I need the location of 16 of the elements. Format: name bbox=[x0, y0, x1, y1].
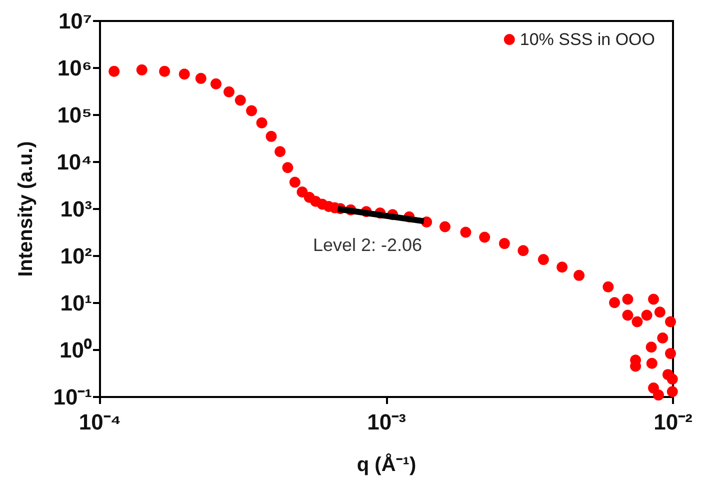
annotation: Level 2: -2.06 bbox=[313, 235, 422, 255]
y-tick-label: 10⁶ bbox=[57, 56, 92, 80]
x-tick-label: 10⁻² bbox=[654, 410, 692, 434]
y-axis-title: Intensity (a.u.) bbox=[15, 141, 37, 277]
y-tick-label: 10⁻¹ bbox=[53, 384, 92, 410]
y-tick-label: 10⁷ bbox=[58, 8, 92, 34]
y-tick-label: 10² bbox=[60, 244, 92, 268]
y-tick-label: 10⁰ bbox=[60, 338, 92, 362]
y-tick-label: 10⁵ bbox=[57, 102, 92, 128]
y-tick-label: 10⁴ bbox=[56, 150, 92, 174]
y-tick-label: 10³ bbox=[60, 196, 92, 222]
x-tick-label: 10⁻³ bbox=[367, 410, 406, 434]
x-tick-label: 10⁻⁴ bbox=[78, 410, 122, 434]
y-tick-label: 10¹ bbox=[60, 290, 92, 316]
x-axis-title: q (Å⁻¹) bbox=[356, 453, 416, 476]
legend-label: 10% SSS in OOO bbox=[520, 30, 656, 49]
